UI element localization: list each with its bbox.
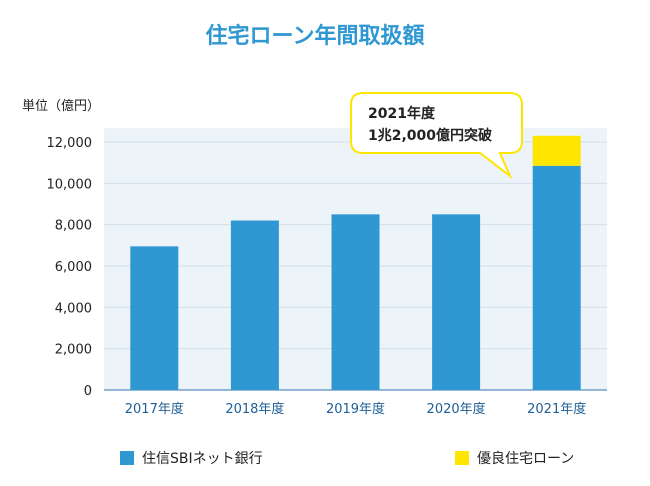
- unit-label: 単位（億円）: [22, 98, 100, 114]
- y-tick-label: 6,000: [55, 260, 92, 275]
- legend-label: 住信SBIネット銀行: [142, 451, 263, 467]
- legend-swatch: [455, 451, 469, 465]
- bar-primary: [432, 214, 481, 390]
- x-tick-label: 2020年度: [427, 401, 486, 417]
- bar-primary: [230, 220, 279, 390]
- y-tick-label: 10,000: [47, 177, 93, 192]
- callout-bubble: [350, 92, 523, 180]
- x-tick-label: 2021年度: [527, 401, 586, 417]
- bar-secondary: [532, 135, 581, 166]
- y-tick-label: 2,000: [55, 343, 92, 358]
- chart-title: 住宅ローン年間取扱額: [206, 23, 425, 49]
- callout: 2021年度 1兆2,000億円突破: [350, 92, 523, 180]
- callout-text-line: 2021年度: [368, 105, 436, 122]
- x-tick-label: 2019年度: [326, 401, 385, 417]
- bar-primary: [130, 246, 179, 390]
- x-tick-label: 2017年度: [125, 401, 184, 417]
- legend-label: 優良住宅ローン: [477, 451, 574, 467]
- legend: 住信SBIネット銀行 優良住宅ローン: [120, 451, 574, 467]
- callout-text-line: 1兆2,000億円突破: [368, 127, 492, 144]
- bar-primary: [331, 214, 380, 390]
- plot-area: 0 2,000 4,000 6,000 8,000 10,000 12,000 2017年度 2…: [47, 128, 607, 417]
- y-tick-label: 0: [84, 384, 92, 399]
- y-tick-label: 4,000: [55, 301, 92, 316]
- bar-primary: [532, 165, 581, 390]
- legend-swatch: [120, 451, 134, 465]
- y-tick-label: 12,000: [47, 136, 93, 151]
- x-tick-label: 2018年度: [225, 401, 284, 417]
- y-tick-label: 8,000: [55, 219, 92, 234]
